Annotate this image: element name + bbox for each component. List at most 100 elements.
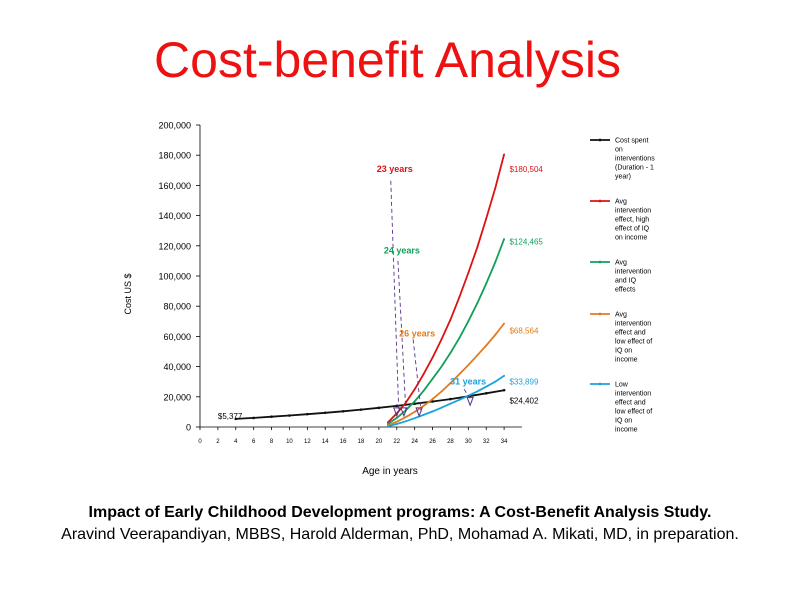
data-point [395, 420, 398, 423]
data-point [395, 417, 398, 419]
legend-entry-2-line: effects [615, 287, 636, 294]
citation-authors: Aravind Veerapandiyan, MBBS, Harold Alde… [61, 526, 739, 543]
legend-marker [598, 138, 602, 142]
data-point [395, 423, 398, 425]
data-point [431, 398, 434, 400]
data-point [458, 398, 461, 401]
annotation-label: 26 years [399, 328, 435, 338]
y-tick-label: 60,000 [163, 332, 191, 342]
chart-annotations: 23 years 24 years 26 years 31 years $5,377 $1… [218, 164, 544, 421]
annotation-marker [393, 407, 401, 418]
legend-entry-3-line: income [615, 357, 638, 364]
x-tick-label: 8 [270, 439, 274, 445]
data-point [404, 416, 407, 419]
series-line-4 [387, 375, 505, 428]
annotation-label: 23 years [377, 164, 413, 174]
y-tick-label: 180,000 [158, 151, 191, 161]
legend-entry-3-line: Avg [615, 312, 627, 319]
data-point [494, 380, 497, 383]
x-tick-label: 26 [429, 439, 436, 445]
legend-entry-0-line: year) [615, 174, 631, 181]
data-point [431, 377, 434, 380]
x-axis-title: Age in years [362, 466, 418, 477]
legend-entry-2-line: Avg [615, 260, 627, 267]
citation-title: Impact of Early Childhood Development pr… [88, 504, 712, 521]
legend-marker [598, 260, 602, 264]
annotation-line [390, 180, 400, 412]
legend-entry-0-line: Cost spent [615, 138, 649, 145]
y-tick-label: 140,000 [158, 211, 191, 221]
data-point [449, 397, 452, 401]
x-tick-label: 30 [465, 439, 472, 445]
data-point [503, 238, 506, 240]
data-point [485, 282, 488, 285]
data-point [485, 217, 488, 220]
data-point [252, 416, 255, 420]
data-point [458, 337, 461, 339]
value-label: $5,377 [218, 412, 243, 421]
annotation-marker [466, 396, 474, 407]
annotation-label: 24 years [384, 245, 420, 255]
x-tick-label: 0 [198, 439, 202, 445]
legend-entry-1-line: effect of IQ [615, 226, 650, 233]
data-point [440, 406, 443, 409]
data-point [413, 417, 416, 420]
legend-entry-1-line: effect, high [615, 217, 649, 224]
annotation-marker [415, 407, 423, 418]
series-line-0 [235, 389, 505, 420]
data-point [467, 320, 470, 323]
y-tick-label: 160,000 [158, 181, 191, 191]
data-point [476, 246, 479, 249]
legend-entry-4-line: income [615, 427, 638, 434]
data-point [449, 352, 452, 354]
data-point [395, 404, 399, 408]
data-point [440, 365, 443, 368]
data-point [458, 373, 461, 376]
data-point [323, 411, 327, 415]
x-tick-label: 6 [252, 439, 256, 445]
data-point [476, 302, 479, 305]
annotation-marker [400, 407, 408, 418]
value-label: $24,402 [509, 397, 538, 406]
x-tick-label: 32 [483, 439, 490, 445]
annotation-line [397, 260, 407, 412]
legend-entry-4-line: IQ on [615, 418, 632, 425]
y-tick-label: 200,000 [158, 121, 191, 131]
x-tick-label: 12 [304, 439, 311, 445]
series-line-2 [387, 238, 505, 425]
data-point [467, 272, 470, 274]
x-tick-label: 20 [376, 439, 383, 445]
x-tick-label: 18 [358, 439, 365, 445]
data-point [234, 417, 238, 421]
legend-entry-4-line: intervention [615, 391, 651, 398]
data-point [422, 414, 425, 416]
data-point [484, 392, 488, 395]
x-tick-label: 14 [322, 439, 329, 445]
data-point [377, 406, 381, 410]
chart-series [234, 153, 506, 428]
data-point [404, 420, 407, 423]
value-label: $68,564 [509, 326, 538, 335]
data-point [494, 187, 497, 190]
y-tick-label: 120,000 [158, 241, 191, 251]
data-point [431, 356, 434, 359]
data-point [306, 412, 309, 416]
legend-marker [598, 312, 602, 316]
data-point [503, 374, 506, 377]
legend-entry-2-line: intervention [615, 269, 651, 276]
annotation-line [412, 339, 422, 412]
chart-axes: 0 20,000 40,000 60,000 80,000 100,000 120,000 1… [123, 121, 522, 477]
legend-entry-3-line: effect and [615, 330, 646, 337]
x-tick-label: 16 [340, 439, 347, 445]
legend-entry-0-line: (Duration - 1 [615, 165, 654, 172]
legend-entry-4-line: effect and [615, 400, 646, 407]
x-tick-label: 2 [216, 439, 220, 445]
legend-entry-3-line: intervention [615, 321, 651, 328]
data-point [449, 318, 452, 321]
x-tick-label: 24 [411, 439, 418, 445]
data-point [270, 415, 273, 419]
y-tick-label: 100,000 [158, 272, 191, 282]
data-point [288, 414, 291, 417]
data-point [467, 364, 470, 366]
x-tick-label: 28 [447, 439, 454, 445]
